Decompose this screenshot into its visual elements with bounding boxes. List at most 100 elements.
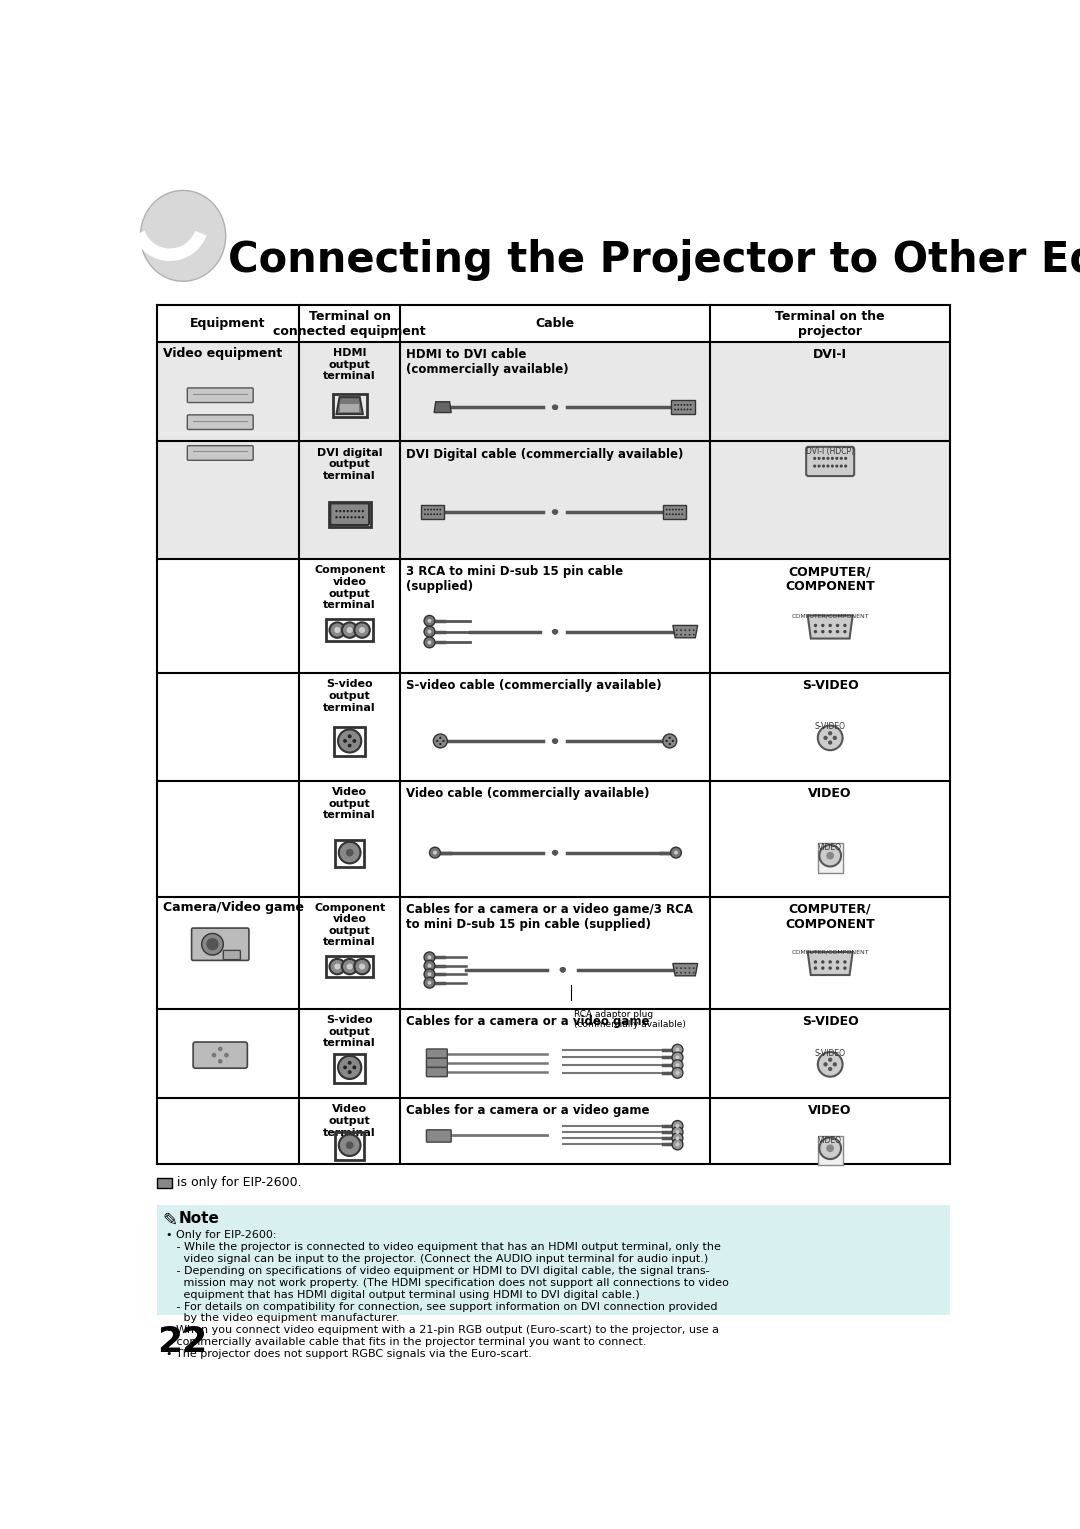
Circle shape xyxy=(354,517,356,518)
Circle shape xyxy=(680,972,681,974)
FancyBboxPatch shape xyxy=(187,388,253,402)
FancyBboxPatch shape xyxy=(427,1130,451,1142)
Circle shape xyxy=(669,737,671,739)
Text: Video cable (commercially available): Video cable (commercially available) xyxy=(406,787,650,800)
Circle shape xyxy=(334,963,340,969)
Text: Camera/Video game: Camera/Video game xyxy=(163,901,303,914)
Text: Cable: Cable xyxy=(536,317,575,330)
Text: Video
output
terminal: Video output terminal xyxy=(323,787,376,821)
Circle shape xyxy=(669,509,671,511)
Circle shape xyxy=(826,1144,834,1153)
Circle shape xyxy=(828,960,832,963)
Text: COMPUTER/COMPONENT: COMPUTER/COMPONENT xyxy=(792,950,869,954)
Circle shape xyxy=(672,1133,683,1144)
Circle shape xyxy=(676,1055,679,1060)
Circle shape xyxy=(845,457,847,460)
Circle shape xyxy=(339,1135,361,1156)
Circle shape xyxy=(427,509,429,511)
Circle shape xyxy=(436,514,438,515)
Circle shape xyxy=(677,408,679,410)
Circle shape xyxy=(225,1053,229,1058)
Circle shape xyxy=(678,509,680,511)
Text: RCA adaptor plug
(commercially available): RCA adaptor plug (commercially available… xyxy=(575,1009,686,1029)
Circle shape xyxy=(820,1138,841,1159)
Circle shape xyxy=(693,635,694,636)
Circle shape xyxy=(839,465,842,468)
Circle shape xyxy=(672,1060,683,1070)
Circle shape xyxy=(334,627,340,633)
Circle shape xyxy=(821,960,824,963)
Circle shape xyxy=(676,1063,679,1067)
Circle shape xyxy=(676,1070,679,1075)
Circle shape xyxy=(346,849,353,856)
Circle shape xyxy=(693,628,694,631)
Text: Equipment: Equipment xyxy=(190,317,266,330)
Circle shape xyxy=(821,966,824,969)
Circle shape xyxy=(672,740,674,742)
Circle shape xyxy=(354,511,356,512)
Circle shape xyxy=(689,635,690,636)
Circle shape xyxy=(342,517,346,518)
Circle shape xyxy=(685,968,686,969)
Text: DVI-I (HDCP): DVI-I (HDCP) xyxy=(806,446,854,456)
Circle shape xyxy=(693,972,694,974)
FancyBboxPatch shape xyxy=(672,401,694,414)
Text: Terminal on the
projector: Terminal on the projector xyxy=(775,309,885,338)
Circle shape xyxy=(676,1142,679,1147)
Circle shape xyxy=(672,509,674,511)
Text: VIDEO: VIDEO xyxy=(819,1136,842,1145)
Circle shape xyxy=(680,968,681,969)
Circle shape xyxy=(424,627,435,638)
Circle shape xyxy=(836,966,839,969)
Circle shape xyxy=(677,404,679,405)
Circle shape xyxy=(674,408,676,410)
Circle shape xyxy=(835,457,838,460)
Circle shape xyxy=(428,619,431,622)
Circle shape xyxy=(424,509,426,511)
Text: S-VIDEO: S-VIDEO xyxy=(814,723,846,731)
Circle shape xyxy=(678,514,680,515)
Circle shape xyxy=(672,1052,683,1063)
Text: - Depending on specifications of video equipment or HDMI to DVI digital cable, t: - Depending on specifications of video e… xyxy=(166,1266,710,1275)
Circle shape xyxy=(329,622,345,638)
Circle shape xyxy=(347,963,353,969)
Text: video signal can be input to the projector. (Connect the AUDIO input terminal fo: video signal can be input to the project… xyxy=(166,1254,708,1264)
Circle shape xyxy=(676,635,677,636)
Text: COMPUTER/
COMPONENT: COMPUTER/ COMPONENT xyxy=(785,902,875,931)
Circle shape xyxy=(359,963,365,969)
Circle shape xyxy=(362,511,364,512)
Circle shape xyxy=(843,960,847,963)
Text: ✎: ✎ xyxy=(163,1211,178,1229)
Circle shape xyxy=(675,514,677,515)
Circle shape xyxy=(843,630,847,633)
Text: Cables for a camera or a video game/3 RCA
to mini D-sub 15 pin cable (supplied): Cables for a camera or a video game/3 RC… xyxy=(406,902,693,931)
Circle shape xyxy=(338,729,362,752)
Circle shape xyxy=(424,953,435,963)
Circle shape xyxy=(828,1058,833,1063)
Circle shape xyxy=(828,966,832,969)
Circle shape xyxy=(845,465,847,468)
Circle shape xyxy=(687,408,689,410)
Text: S-VIDEO: S-VIDEO xyxy=(814,1049,846,1058)
Circle shape xyxy=(685,972,686,974)
Circle shape xyxy=(831,457,834,460)
Circle shape xyxy=(348,1061,352,1064)
Circle shape xyxy=(218,1060,222,1064)
Text: VIDEO: VIDEO xyxy=(819,844,842,852)
Circle shape xyxy=(350,517,353,518)
Circle shape xyxy=(836,960,839,963)
Circle shape xyxy=(436,509,438,511)
Text: - While the projector is connected to video equipment that has an HDMI output te: - While the projector is connected to vi… xyxy=(166,1242,720,1252)
Circle shape xyxy=(828,624,832,627)
Circle shape xyxy=(690,404,691,405)
Polygon shape xyxy=(434,402,451,413)
Circle shape xyxy=(672,1127,683,1138)
Circle shape xyxy=(828,1067,833,1072)
Circle shape xyxy=(347,511,349,512)
Text: Component
video
output
terminal: Component video output terminal xyxy=(314,566,386,610)
Circle shape xyxy=(347,517,349,518)
Circle shape xyxy=(672,514,674,515)
Text: S-video cable (commercially available): S-video cable (commercially available) xyxy=(406,679,662,693)
Circle shape xyxy=(440,514,442,515)
Bar xyxy=(157,442,950,560)
